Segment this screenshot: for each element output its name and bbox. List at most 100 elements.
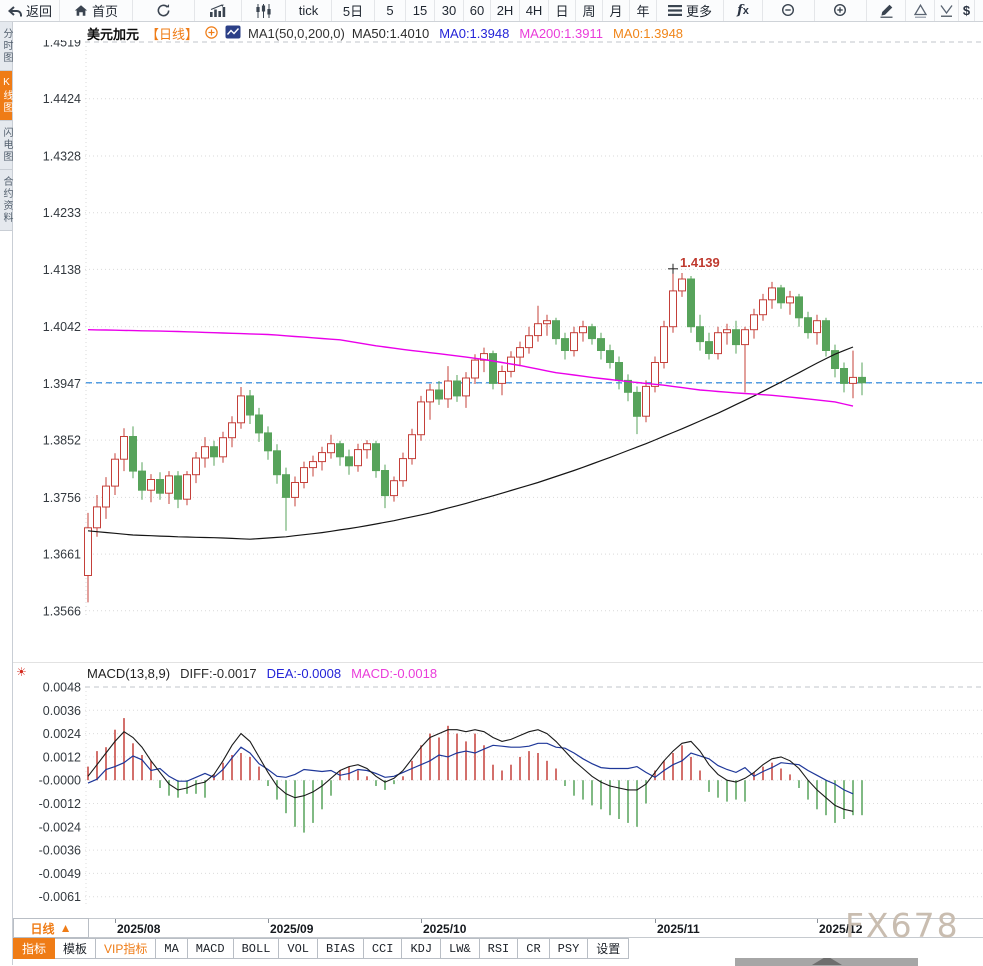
indicator-tab-bar: 指标 模板 VIP指标 MA MACD BOLL VOL BIAS CCI KDJ LW& RSI CR…	[13, 938, 630, 959]
tick-button[interactable]: tick	[286, 0, 332, 21]
tab-指标[interactable]: 指标	[13, 938, 56, 959]
toolbar-label: 5日	[342, 4, 364, 19]
ma-value-label: MA50:1.4010	[351, 26, 430, 41]
tab-RSI[interactable]: RSI	[479, 938, 519, 959]
month-tick	[115, 919, 116, 923]
month-button[interactable]: 月	[603, 0, 630, 21]
tab-CCI[interactable]: CCI	[363, 938, 403, 959]
chevron-up-handle-icon	[811, 958, 842, 965]
macd-value-label: DEA:-0.0008	[266, 665, 342, 681]
h2-button[interactable]: 2H	[491, 0, 520, 21]
svg-text:1.4424: 1.4424	[43, 92, 81, 106]
sidebar-item-K线图[interactable]: K线图	[0, 71, 12, 121]
ma50-line	[87, 346, 854, 540]
menu-icon	[667, 5, 682, 16]
tab-VIP指标[interactable]: VIP指标	[96, 938, 157, 959]
toolbar-label: tick	[298, 3, 319, 18]
zoom-out-button[interactable]	[763, 0, 815, 21]
toolbar-label: 60	[469, 3, 485, 18]
svg-text:1.3947: 1.3947	[43, 377, 81, 391]
add-indicator-icon[interactable]	[205, 25, 218, 42]
tri-down-button[interactable]	[935, 0, 959, 21]
line-chart-icon[interactable]	[225, 25, 241, 42]
day-button[interactable]: 日	[549, 0, 576, 21]
svg-text:-0.0061: -0.0061	[39, 890, 81, 904]
tab-KDJ[interactable]: KDJ	[402, 938, 442, 959]
bar-chart-icon	[209, 4, 227, 17]
tab-MACD[interactable]: MACD	[187, 938, 234, 959]
bottom-panel-handle[interactable]	[735, 958, 918, 966]
back-button[interactable]: 返回	[0, 0, 60, 21]
sidebar-item-合约资料[interactable]: 合约资料	[0, 170, 12, 231]
more-button[interactable]: 更多	[657, 0, 724, 21]
period-selector[interactable]: 日线 ▲	[13, 918, 89, 938]
tab-模板[interactable]: 模板	[55, 938, 97, 959]
draw-button[interactable]	[867, 0, 906, 21]
svg-text:-0.0012: -0.0012	[39, 797, 81, 811]
svg-text:1.4138: 1.4138	[43, 263, 81, 277]
svg-text:0.0048: 0.0048	[43, 682, 81, 695]
chevron-up-icon: ▲	[59, 921, 72, 935]
indicator-settings-icon[interactable]: ☀	[16, 665, 27, 679]
tab-MA[interactable]: MA	[156, 938, 188, 959]
tab-VOL[interactable]: VOL	[279, 938, 319, 959]
month-label: 2025/10	[423, 922, 467, 936]
toolbar-label: 首页	[91, 4, 118, 19]
chart-header: 美元加元 【日线】 MA1(50,0,200,0) MA50:1.4010 MA0…	[87, 25, 683, 42]
month-label: 2025/11	[657, 922, 700, 936]
zoom-out-icon	[781, 3, 796, 18]
svg-text:1.4233: 1.4233	[43, 206, 81, 220]
home-button[interactable]: 首页	[60, 0, 133, 21]
diff-line	[87, 729, 854, 812]
sidebar-item-分时图[interactable]: 分时图	[0, 22, 12, 71]
m15-button[interactable]: 15	[406, 0, 435, 21]
svg-text:1.3566: 1.3566	[43, 604, 81, 618]
tab-BIAS[interactable]: BIAS	[318, 938, 364, 959]
refresh-icon	[156, 3, 171, 18]
pencil-icon	[879, 3, 894, 18]
tab-CR[interactable]: CR	[518, 938, 550, 959]
svg-text:1.3756: 1.3756	[43, 491, 81, 505]
refresh-button[interactable]	[133, 0, 195, 21]
h4-button[interactable]: 4H	[520, 0, 549, 21]
bar-chart-button[interactable]	[195, 0, 242, 21]
toolbar-label: 4H	[525, 3, 543, 18]
month-tick	[421, 919, 422, 923]
candles	[84, 268, 866, 603]
ma-values: MA50:1.4010 MA0:1.3948 MA200:1.3911 MA0:1.3…	[352, 26, 683, 41]
ma200-line	[87, 329, 854, 407]
sidebar-item-闪电图[interactable]: 闪电图	[0, 121, 12, 170]
dollar-button[interactable]: $	[959, 0, 975, 21]
macd-values: DIFF:-0.0017 DEA:-0.0008 MACD:-0.0018	[180, 666, 437, 681]
price-chart[interactable]: 1.4519 1.4424 1.4328 1.4233 1.4138 1.4042 1.39…	[13, 40, 983, 662]
5d-button[interactable]: 5日	[332, 0, 375, 21]
macd-chart[interactable]: 0.0048 0.0036 0.0024 0.0012 -0.0000 -0.0012 -0…	[13, 682, 983, 918]
week-button[interactable]: 周	[576, 0, 603, 21]
macd-value-label: DIFF:-0.0017	[180, 665, 257, 681]
svg-text:1.4328: 1.4328	[43, 150, 81, 164]
ma-settings-label: MA1(50,0,200,0)	[248, 26, 345, 41]
m60-button[interactable]: 60	[464, 0, 491, 21]
high-annotation: 1.4139	[668, 255, 720, 274]
tab-设置[interactable]: 设置	[588, 938, 630, 959]
tri-up-button[interactable]	[906, 0, 935, 21]
zoom-in-button[interactable]	[815, 0, 867, 21]
candlestick-icon	[255, 3, 272, 18]
period-selector-label: 日线	[30, 921, 55, 936]
m5-button[interactable]: 5	[375, 0, 406, 21]
ma-value-label: MA0:1.3948	[612, 26, 684, 41]
tab-BOLL[interactable]: BOLL	[233, 938, 280, 959]
year-button[interactable]: 年	[630, 0, 657, 21]
tab-LW&[interactable]: LW&	[441, 938, 480, 959]
watermark: FX678	[845, 906, 960, 945]
tab-PSY[interactable]: PSY	[549, 938, 589, 959]
toolbar-label: 返回	[25, 4, 52, 19]
toolbar-label: 月	[609, 4, 623, 19]
dollar-icon: $	[962, 3, 971, 18]
m30-button[interactable]: 30	[435, 0, 464, 21]
candlestick-button[interactable]	[242, 0, 286, 21]
dea-line	[87, 742, 854, 795]
svg-text:-0.0000: -0.0000	[39, 774, 81, 788]
